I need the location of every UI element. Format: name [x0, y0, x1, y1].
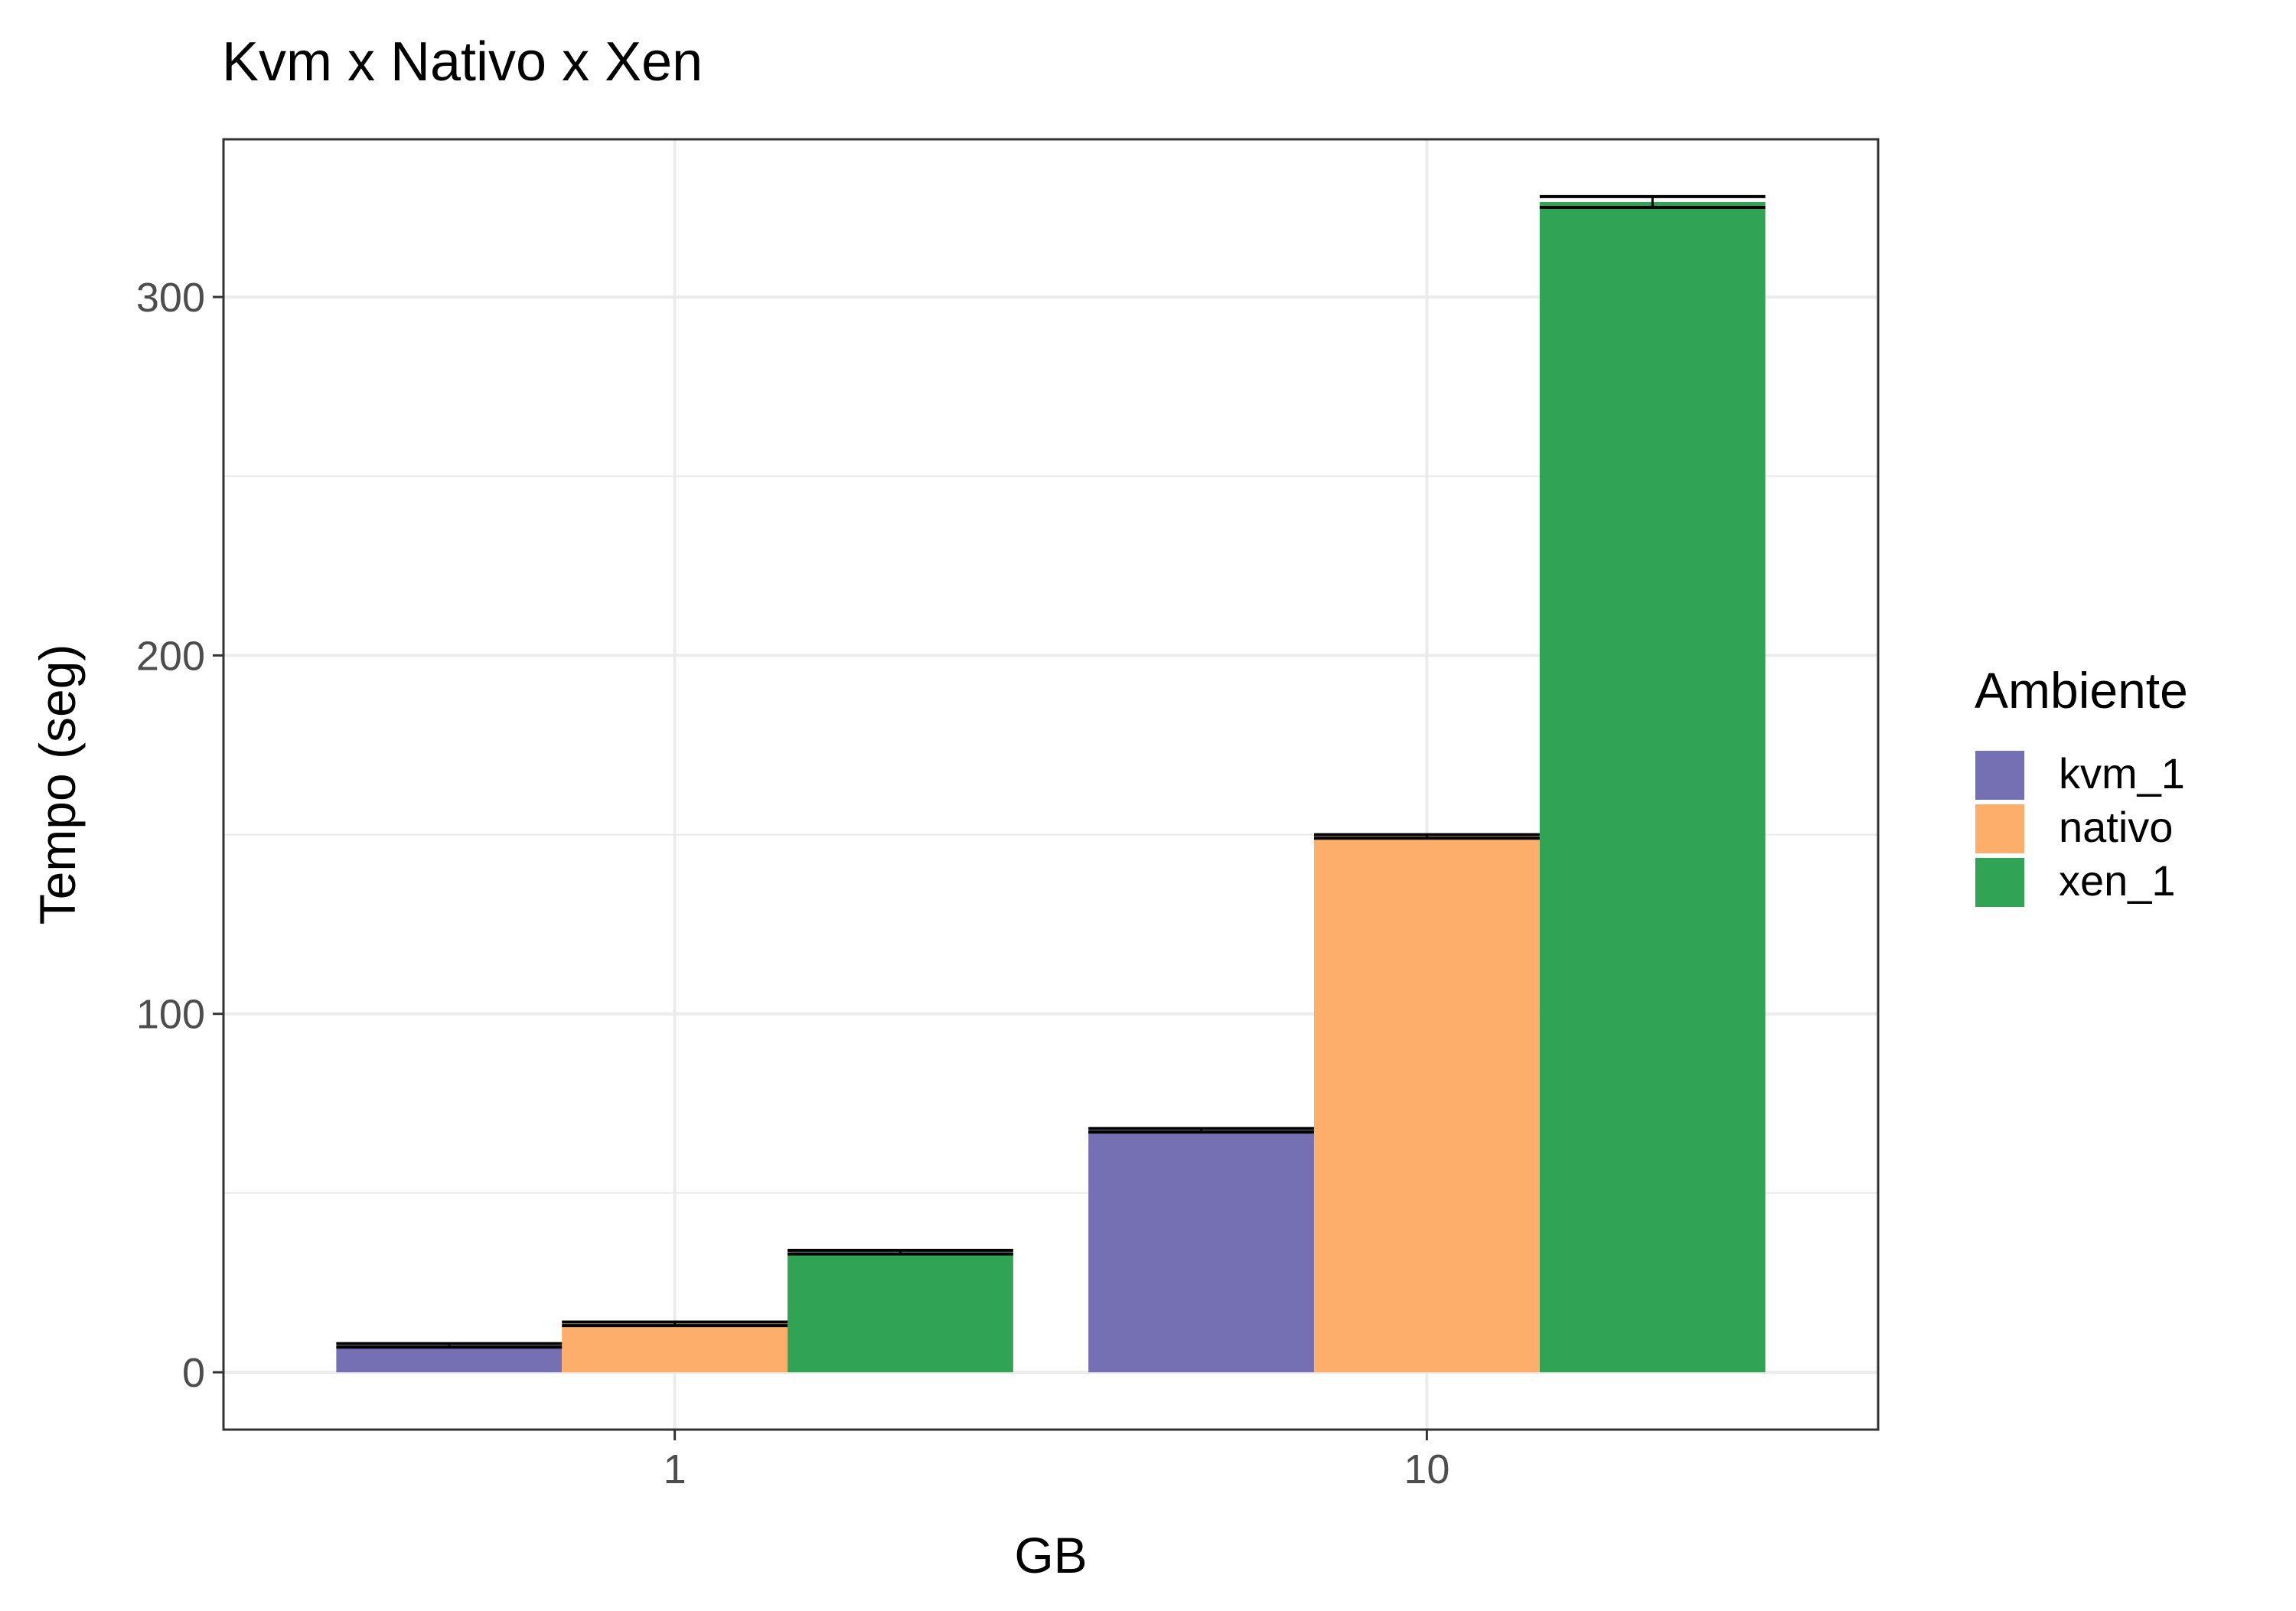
x-tick-label: 10	[1404, 1446, 1450, 1492]
y-tick-label: 0	[182, 1350, 205, 1396]
legend-item-kvm_1: kvm_1	[1974, 749, 2185, 801]
y-tick-label: 200	[136, 633, 205, 679]
bar-xen_1-10	[1539, 201, 1766, 1373]
error-bar-kvm_1-10	[1088, 1127, 1314, 1134]
bar-nativo-1	[562, 1323, 788, 1373]
legend-item-nativo: nativo	[1974, 803, 2173, 855]
legend-swatch	[1974, 749, 2026, 801]
bars	[336, 201, 1766, 1373]
legend-swatch	[1974, 803, 2026, 855]
y-tick-label: 100	[136, 992, 205, 1038]
error-bar-kvm_1-1	[336, 1342, 563, 1349]
y-axis: 0 100 200 300	[136, 275, 223, 1396]
error-bar-xen_1-10	[1539, 194, 1766, 209]
legend-label: xen_1	[2059, 856, 2176, 905]
legend-label: nativo	[2059, 803, 2173, 851]
legend-swatch	[1974, 856, 2026, 908]
error-bar-nativo-1	[562, 1320, 788, 1328]
x-tick-label: 1	[664, 1446, 687, 1492]
bar-kvm_1-10	[1088, 1130, 1314, 1373]
bar-kvm_1-1	[336, 1345, 563, 1373]
chart-title: Kvm x Nativo x Xen	[222, 31, 703, 93]
plot-border	[222, 138, 1880, 1431]
legend-label: kvm_1	[2059, 749, 2185, 797]
y-axis-title: Tempo (seg)	[29, 644, 86, 925]
x-axis: 1 10	[664, 1430, 1450, 1492]
x-axis-title: GB	[1014, 1527, 1087, 1583]
legend-item-xen_1: xen_1	[1974, 856, 2176, 908]
error-bars	[336, 194, 1766, 1349]
legend-title: Ambiente	[1975, 662, 2188, 719]
y-tick-label: 300	[136, 275, 205, 321]
bar-nativo-10	[1313, 836, 1540, 1373]
error-bar-nativo-10	[1313, 833, 1540, 840]
error-bar-xen_1-1	[788, 1248, 1013, 1256]
bar-xen_1-1	[788, 1252, 1013, 1373]
